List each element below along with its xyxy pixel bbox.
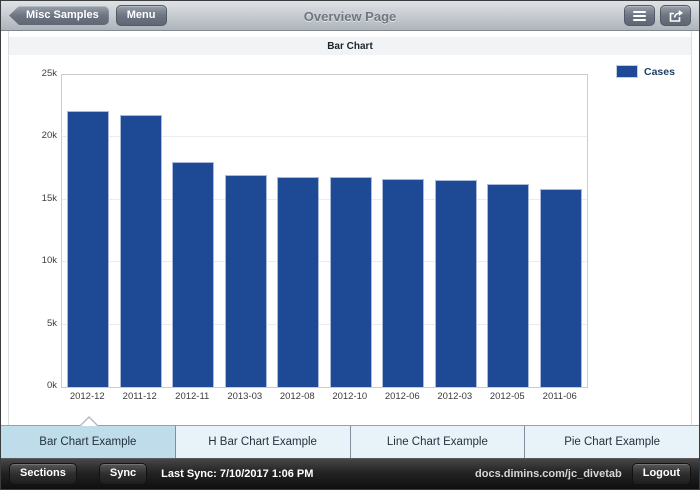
site-url-text: docs.dimins.com/jc_divetab — [475, 468, 622, 480]
page-tab-bar: Bar Chart Example H Bar Chart Example Li… — [1, 425, 699, 458]
share-button[interactable] — [660, 5, 691, 26]
page-title: Overview Page — [303, 9, 397, 24]
tab-line-chart-example[interactable]: Line Chart Example — [350, 426, 526, 458]
bar-2013-03[interactable] — [224, 174, 267, 387]
last-sync-text: Last Sync: 7/10/2017 1:06 PM — [161, 468, 314, 480]
bar-2012-11[interactable] — [172, 162, 215, 387]
bar-2012-10[interactable] — [329, 177, 372, 387]
x-axis-label: 2012-06 — [384, 391, 420, 402]
x-axis-label: 2012-12 — [69, 391, 105, 402]
bar-2012-12[interactable] — [67, 111, 110, 387]
y-tick-label: 10k — [41, 255, 57, 267]
gridline — [62, 136, 587, 138]
gridline — [62, 198, 587, 200]
legend: Cases — [616, 65, 675, 78]
sync-button[interactable]: Sync — [98, 463, 148, 485]
x-axis-label: 2011-06 — [542, 391, 577, 402]
x-axis-label: 2013-03 — [227, 391, 263, 402]
x-axis-label: 2011-12 — [122, 391, 157, 402]
bar-2012-08[interactable] — [277, 177, 320, 387]
legend-swatch — [616, 65, 638, 78]
gridline — [62, 323, 587, 325]
logout-button[interactable]: Logout — [631, 463, 691, 485]
tab-bar-chart-example[interactable]: Bar Chart Example — [1, 426, 176, 458]
plot-area — [61, 74, 588, 388]
bar-2012-06[interactable] — [382, 178, 425, 387]
menu-button[interactable]: Menu — [115, 5, 167, 26]
list-icon — [633, 10, 646, 21]
x-axis: 2012-12 2011-12 2012-11 2013-03 2012-08 2012-… — [61, 392, 586, 406]
tab-pie-chart-example[interactable]: Pie Chart Example — [525, 426, 699, 458]
list-button[interactable] — [624, 5, 655, 26]
bar-2012-03[interactable] — [434, 179, 477, 387]
bar-2011-12[interactable] — [119, 114, 162, 387]
bar-2011-06[interactable] — [539, 188, 582, 387]
chart-title: Bar Chart — [9, 37, 691, 55]
bar-2012-05[interactable] — [487, 183, 530, 387]
y-tick-label: 20k — [41, 130, 57, 142]
y-tick-label: 0k — [46, 380, 57, 391]
y-tick-label: 25k — [41, 68, 57, 79]
x-axis-label: 2012-03 — [437, 391, 473, 402]
back-button[interactable]: Misc Samples — [9, 6, 109, 25]
y-tick-label: 5k — [46, 317, 57, 329]
legend-label: Cases — [644, 65, 675, 78]
sections-button[interactable]: Sections — [9, 463, 77, 485]
tab-h-bar-chart-example[interactable]: H Bar Chart Example — [175, 426, 351, 458]
x-axis-label: 2012-11 — [175, 391, 210, 402]
x-axis-label: 2012-10 — [332, 391, 368, 402]
toolbar-right-group — [624, 5, 691, 26]
y-axis: 0k 5k 10k 15k 20k 25k — [21, 69, 57, 390]
active-tab-notch — [81, 418, 97, 426]
gridline — [62, 261, 587, 263]
x-axis-label: 2012-05 — [489, 391, 525, 402]
x-axis-label: 2012-08 — [279, 391, 315, 402]
share-icon — [668, 9, 684, 23]
top-toolbar: Misc Samples Menu Overview Page — [1, 1, 699, 31]
status-bar: Sections Sync Last Sync: 7/10/2017 1:06 … — [1, 458, 699, 489]
y-tick-label: 15k — [41, 192, 57, 204]
